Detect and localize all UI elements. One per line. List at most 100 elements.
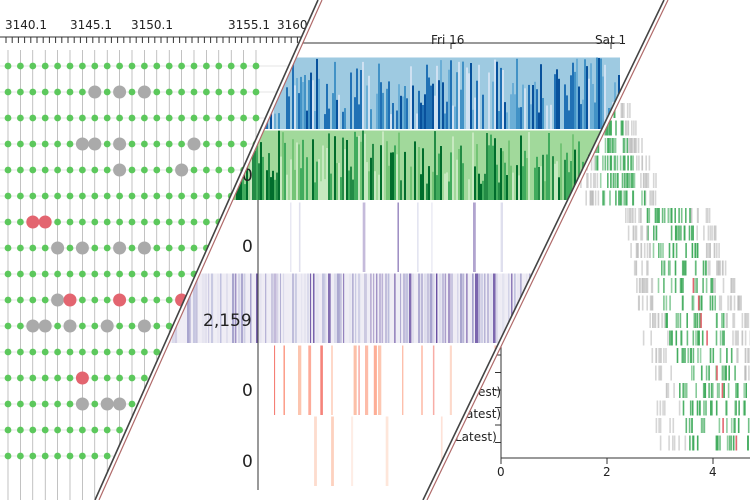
heatmap-cell xyxy=(566,95,568,129)
heatmap-cell xyxy=(464,134,466,200)
pass-dot xyxy=(128,140,136,148)
heatmap-cell xyxy=(514,94,516,129)
heatmap-cell xyxy=(296,78,298,129)
pass-dot xyxy=(203,166,210,174)
pass-dot xyxy=(203,192,210,200)
pass-dot xyxy=(116,374,123,382)
heatmap-cell xyxy=(528,132,530,200)
heatmap-cell xyxy=(316,161,318,200)
heatmap-cell xyxy=(458,149,460,200)
pass-dot xyxy=(178,270,186,278)
strip-mark xyxy=(624,155,626,171)
pass-dot xyxy=(91,270,99,278)
strip-mark xyxy=(624,190,627,206)
strip-mark xyxy=(663,208,666,223)
strip-mark xyxy=(669,418,671,433)
strip-mark-accent xyxy=(722,418,724,433)
pass-dot xyxy=(103,192,111,200)
strip-mark xyxy=(674,225,677,241)
heatmap-cell xyxy=(332,93,334,129)
pass-dot xyxy=(54,426,61,434)
heatmap-cell xyxy=(440,60,442,129)
heatmap-cell xyxy=(542,98,544,129)
strip-mark xyxy=(669,260,671,276)
strip-mark xyxy=(691,295,694,311)
heatmap-cell xyxy=(456,159,458,200)
heatmap-cell xyxy=(584,59,586,129)
heatmap-cell xyxy=(372,143,374,200)
x-tick-label: 4 xyxy=(709,465,717,479)
heatmap-cell xyxy=(382,131,384,200)
pass-dot xyxy=(165,192,173,200)
pass-dot xyxy=(66,244,74,252)
heatmap-cell xyxy=(290,202,292,272)
strip-mark xyxy=(684,435,687,451)
pass-dot xyxy=(178,114,186,122)
pass-dot xyxy=(103,218,111,226)
strip-mark xyxy=(682,400,685,416)
heatmap-cell xyxy=(358,104,360,129)
heatmap-cell xyxy=(256,145,258,200)
strip-mark-accent xyxy=(721,383,724,398)
strip-mark xyxy=(604,138,607,153)
pass-dot xyxy=(190,218,198,226)
heatmap-cell xyxy=(294,169,296,200)
strip-mark xyxy=(655,208,657,223)
pass-dot xyxy=(54,374,61,382)
heatmap-cell xyxy=(424,138,426,200)
heatmap-cell xyxy=(290,64,292,129)
heatmap-cell xyxy=(558,177,560,200)
pass-dot xyxy=(17,452,24,460)
heatmap-cell xyxy=(336,163,338,200)
strip-mark xyxy=(625,190,628,206)
strip-mark xyxy=(693,365,695,381)
heatmap-cell xyxy=(426,64,428,129)
heatmap-cell xyxy=(494,138,496,200)
heatmap-cell xyxy=(190,273,191,343)
time-axis-label: Sat 1 xyxy=(595,33,626,47)
pass-dot xyxy=(153,62,161,70)
heatmap-cell xyxy=(290,159,292,200)
pass-dot xyxy=(91,348,99,356)
heatmap-cell xyxy=(544,83,546,129)
heatmap-cell xyxy=(570,75,572,129)
strip-mark xyxy=(738,295,740,311)
heatmap-cell xyxy=(306,110,308,129)
strip-mark xyxy=(678,208,680,223)
strip-mark xyxy=(672,418,675,433)
heatmap-cell xyxy=(310,72,312,129)
heatmap-cell xyxy=(546,154,548,200)
heatmap-cell xyxy=(373,273,375,343)
strip-mark xyxy=(734,330,737,346)
strip-mark xyxy=(659,418,662,433)
strip-mark xyxy=(632,173,634,188)
strip-mark xyxy=(685,208,687,223)
strip-mark xyxy=(610,155,613,171)
strip-mark xyxy=(721,313,723,328)
heatmap-cell xyxy=(534,167,536,200)
heatmap-cell xyxy=(318,78,320,129)
pass-dot xyxy=(128,348,136,356)
strip-mark xyxy=(702,383,705,398)
heatmap-cell xyxy=(286,174,288,200)
heatmap-cell xyxy=(510,94,512,129)
strip-mark xyxy=(666,313,668,328)
strip-mark xyxy=(719,348,722,363)
pass-dot xyxy=(141,114,148,122)
heatmap-cell xyxy=(420,174,422,200)
strip-mark xyxy=(642,330,645,346)
strip-mark xyxy=(640,208,642,223)
heatmap-cell xyxy=(385,416,389,486)
heatmap-cell xyxy=(248,134,250,200)
pass-dot xyxy=(79,426,86,434)
strip-mark xyxy=(678,400,681,416)
pass-dot xyxy=(66,270,74,278)
strip-mark xyxy=(633,260,636,276)
pass-dot xyxy=(203,62,210,70)
heatmap-cell xyxy=(398,84,400,129)
pass-dot xyxy=(91,114,99,122)
heatmap-cell xyxy=(436,273,438,343)
strip-mark xyxy=(682,278,684,293)
strip-mark xyxy=(621,120,624,136)
strip-mark xyxy=(743,383,745,398)
